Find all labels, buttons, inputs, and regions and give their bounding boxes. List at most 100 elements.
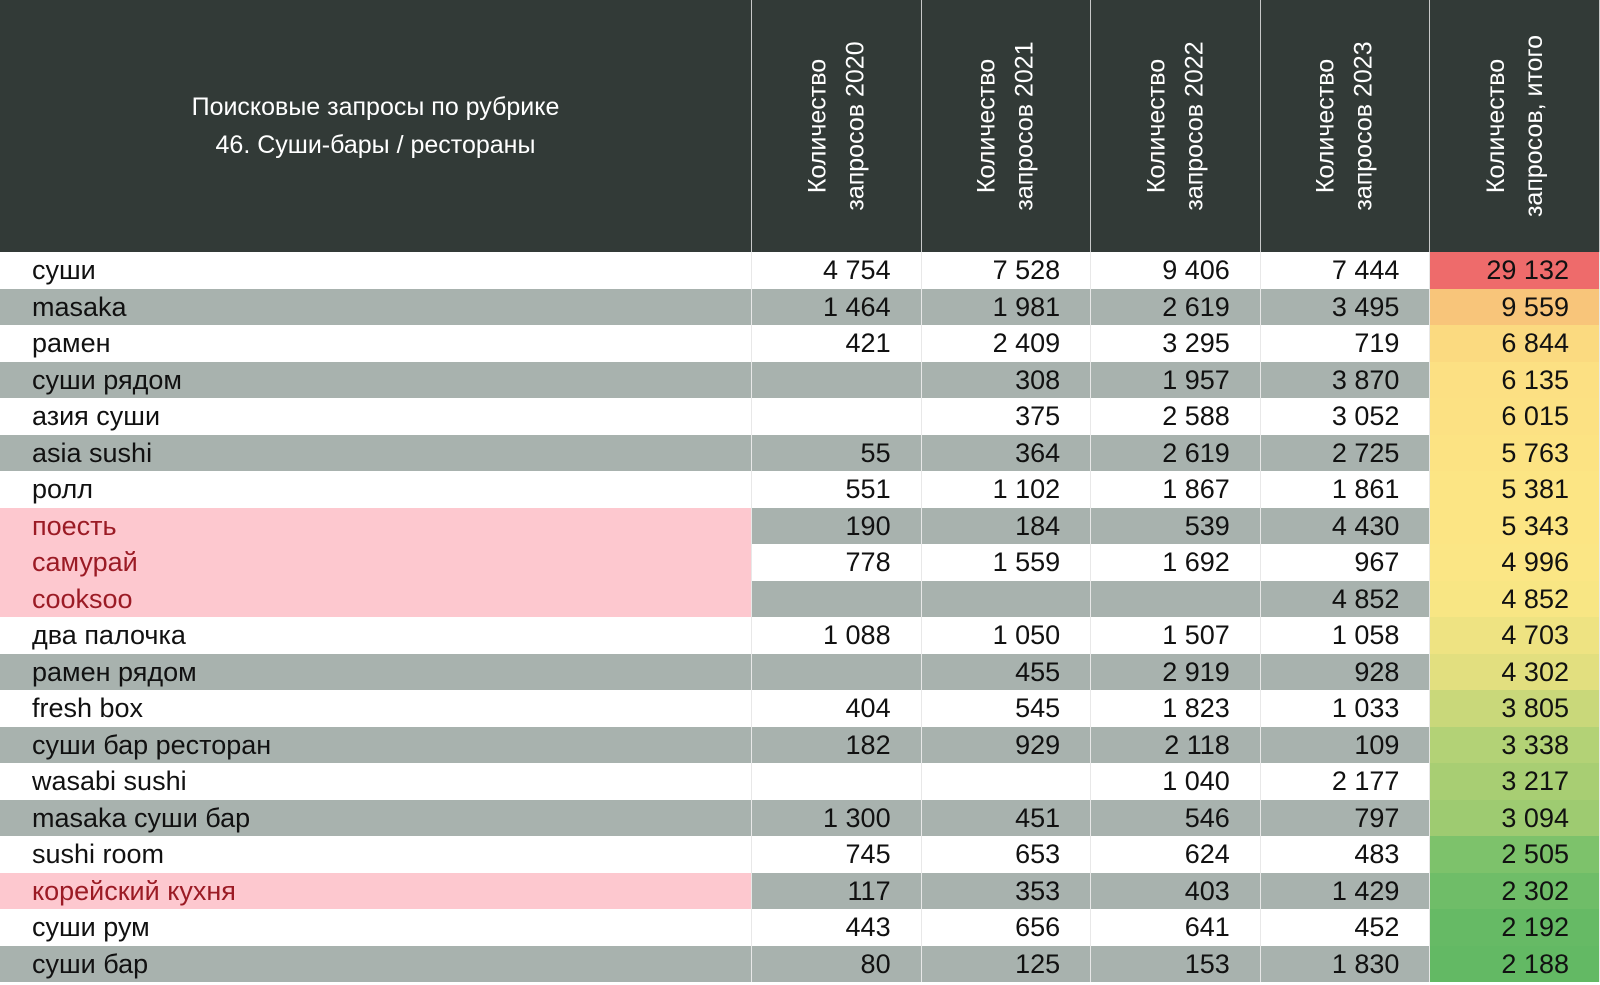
count-cell: 3 295: [1091, 325, 1261, 362]
count-cell: 3 052: [1260, 398, 1431, 435]
count-cell: 624: [1091, 836, 1261, 873]
query-cell: корейский кухня: [0, 872, 752, 909]
query-cell: wasabi sushi: [0, 763, 752, 800]
count-cell: 4 852: [1260, 580, 1431, 617]
count-cell: 653: [921, 836, 1092, 873]
count-cell: 641: [1091, 909, 1261, 946]
count-cell: 1 033: [1260, 690, 1431, 727]
count-cell: 928: [1260, 653, 1431, 690]
total-cell: 4 996: [1430, 544, 1600, 581]
column-header-text: Количество запросов 2023: [1307, 41, 1383, 210]
column-header-text: Количество запросов 2022: [1137, 41, 1213, 210]
total-cell: 5 381: [1430, 471, 1600, 508]
count-cell: 3 495: [1260, 288, 1431, 325]
total-cell: 5 343: [1430, 507, 1600, 544]
count-cell: 1 040: [1091, 763, 1261, 800]
total-cell: 4 703: [1430, 617, 1600, 654]
count-cell: 1 050: [921, 617, 1092, 654]
column-header-text: Количество запросов, итого: [1477, 35, 1553, 217]
count-cell: 125: [921, 945, 1092, 982]
total-cell: 3 805: [1430, 690, 1600, 727]
count-cell: 184: [921, 507, 1092, 544]
total-cell: 3 217: [1430, 763, 1600, 800]
count-cell: 2 588: [1091, 398, 1261, 435]
count-cell: [752, 763, 922, 800]
query-cell: суши бар ресторан: [0, 726, 752, 763]
count-cell: 1 830: [1260, 945, 1431, 982]
query-cell: asia sushi: [0, 434, 752, 471]
total-cell: 6 135: [1430, 361, 1600, 398]
count-cell: 2 619: [1091, 288, 1261, 325]
total-cell: 3 338: [1430, 726, 1600, 763]
title-line: 46. Суши-бары / рестораны: [215, 131, 536, 159]
count-cell: 7 444: [1260, 252, 1431, 289]
count-cell: 4 430: [1260, 507, 1431, 544]
count-cell: 2 177: [1260, 763, 1431, 800]
count-cell: 153: [1091, 945, 1261, 982]
count-cell: 117: [752, 872, 922, 909]
count-cell: 182: [752, 726, 922, 763]
column-header: Количество запросов 2020: [752, 0, 922, 252]
query-cell: masaka суши бар: [0, 799, 752, 836]
title-line: Поисковые запросы по рубрике: [191, 93, 560, 121]
column-header-line: Количество: [1481, 58, 1510, 194]
count-cell: 719: [1260, 325, 1431, 362]
count-cell: [752, 653, 922, 690]
count-cell: 778: [752, 544, 922, 581]
count-cell: 190: [752, 507, 922, 544]
total-cell: 4 302: [1430, 653, 1600, 690]
count-cell: 404: [752, 690, 922, 727]
count-cell: [752, 580, 922, 617]
column-header: Количество запросов 2022: [1091, 0, 1261, 252]
query-cell: суши рум: [0, 909, 752, 946]
count-cell: 551: [752, 471, 922, 508]
table-title: Поисковые запросы по рубрике 46. Суши-бар…: [0, 0, 752, 252]
count-cell: 80: [752, 945, 922, 982]
query-cell: два палочка: [0, 617, 752, 654]
total-cell: 6 844: [1430, 325, 1600, 362]
column-header: Количество запросов 2021: [921, 0, 1092, 252]
query-cell: поесть: [0, 507, 752, 544]
column-header-line: Количество: [1312, 58, 1341, 194]
count-cell: 1 088: [752, 617, 922, 654]
count-cell: 1 692: [1091, 544, 1261, 581]
total-cell: 2 505: [1430, 836, 1600, 873]
count-cell: 1 507: [1091, 617, 1261, 654]
count-cell: 546: [1091, 799, 1261, 836]
count-cell: [921, 763, 1092, 800]
count-cell: [752, 361, 922, 398]
count-cell: 2 409: [921, 325, 1092, 362]
count-cell: [1091, 580, 1261, 617]
count-cell: 1 058: [1260, 617, 1431, 654]
total-cell: 2 302: [1430, 872, 1600, 909]
count-cell: 745: [752, 836, 922, 873]
count-cell: 364: [921, 434, 1092, 471]
count-cell: 452: [1260, 909, 1431, 946]
column-header-line: Количество: [1142, 58, 1171, 194]
count-cell: 1 823: [1091, 690, 1261, 727]
count-cell: 421: [752, 325, 922, 362]
count-cell: 2 725: [1260, 434, 1431, 471]
count-cell: 1 559: [921, 544, 1092, 581]
count-cell: 55: [752, 434, 922, 471]
column-header: Количество запросов 2023: [1260, 0, 1431, 252]
query-cell: суши бар: [0, 945, 752, 982]
count-cell: 4 754: [752, 252, 922, 289]
count-cell: 353: [921, 872, 1092, 909]
column-header-line: запросов 2021: [1010, 41, 1039, 211]
count-cell: 539: [1091, 507, 1261, 544]
column-header-line: запросов 2023: [1350, 41, 1379, 211]
total-cell: 4 852: [1430, 580, 1600, 617]
column-header-line: Количество: [972, 58, 1001, 194]
query-cell: masaka: [0, 288, 752, 325]
total-cell: 3 094: [1430, 799, 1600, 836]
count-cell: 483: [1260, 836, 1431, 873]
query-cell: рамен: [0, 325, 752, 362]
count-cell: 443: [752, 909, 922, 946]
query-cell: суши рядом: [0, 361, 752, 398]
count-cell: 1 861: [1260, 471, 1431, 508]
query-cell: азия суши: [0, 398, 752, 435]
count-cell: 545: [921, 690, 1092, 727]
count-cell: 109: [1260, 726, 1431, 763]
